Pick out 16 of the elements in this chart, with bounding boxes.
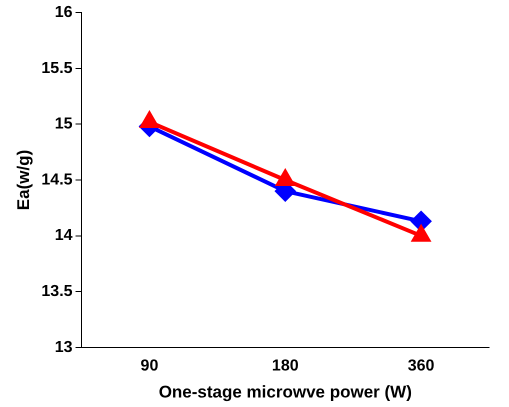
point <box>276 170 294 186</box>
y-tick-label: 14.5 <box>41 171 73 188</box>
y-axis-title: Ea(w/g) <box>14 150 33 210</box>
point <box>411 211 432 232</box>
point <box>412 226 430 242</box>
y-tick-label: 13.5 <box>41 283 73 300</box>
y-tick-label: 14 <box>54 227 73 244</box>
y-tick-label: 13 <box>54 338 73 356</box>
x-tick-label: 360 <box>408 357 435 374</box>
x-tick-label: 180 <box>272 357 299 374</box>
x-tick-label: 90 <box>140 357 158 374</box>
y-tick-label: 16 <box>54 4 73 22</box>
x-axis-title: One-stage microwve power (W) <box>158 382 412 402</box>
y-tick-label: 15 <box>54 116 73 133</box>
point <box>140 112 158 128</box>
y-tick-label: 15.5 <box>41 60 73 77</box>
